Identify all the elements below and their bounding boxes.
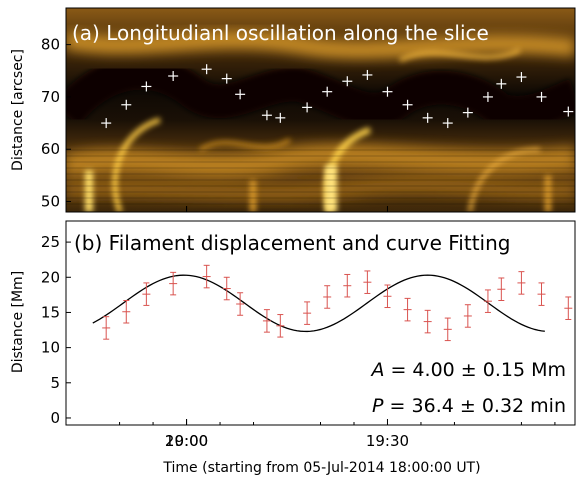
panel-b-y-tick-label: 10: [41, 339, 60, 357]
x-tick-label: 20:00: [165, 432, 208, 450]
marker-plus: [402, 99, 413, 110]
panel-a-markers: [101, 64, 574, 129]
marker-plus: [563, 106, 574, 117]
data-point: [463, 304, 472, 328]
panel-b-y-tick-label: 15: [41, 303, 60, 321]
panel-a-frame: [65, 7, 576, 213]
panel-a-y-tick-label: 70: [41, 88, 60, 106]
data-point: [142, 282, 151, 306]
data-point: [276, 314, 285, 338]
x-axis-label: Time (starting from 05-Jul-2014 18:00:00…: [162, 460, 480, 476]
data-point: [236, 292, 245, 316]
marker-plus: [322, 86, 333, 97]
data-point: [122, 299, 131, 324]
data-point: [343, 273, 352, 298]
data-point: [383, 284, 392, 309]
marker-plus: [141, 81, 152, 92]
panel-b-points: [102, 264, 573, 342]
marker-plus: [516, 72, 527, 83]
marker-plus: [362, 69, 373, 80]
data-point: [363, 270, 372, 294]
data-point: [497, 277, 506, 301]
marker-plus: [121, 99, 132, 110]
panel-b-y-tick-label: 0: [50, 409, 60, 427]
panel-a-image: [66, 8, 575, 212]
marker-plus: [235, 89, 246, 100]
data-point: [303, 301, 312, 325]
marker-plus: [382, 86, 393, 97]
marker-plus: [496, 78, 507, 89]
panel-a-y-ticks: 50 60 70 80: [41, 36, 71, 211]
data-point: [262, 309, 271, 333]
data-point: [102, 316, 111, 340]
x-tick-label: 19:30: [366, 432, 409, 450]
marker-plus: [101, 118, 112, 129]
marker-plus: [342, 76, 353, 87]
marker-plus: [462, 107, 473, 118]
marker-plus: [168, 71, 179, 81]
data-point: [483, 289, 492, 313]
marker-plus: [275, 112, 286, 123]
filament-lane: [66, 55, 575, 130]
panel-b-y-label: Distance [Mm]: [10, 271, 26, 373]
data-point: [222, 276, 231, 301]
panel-a-y-tick-label: 80: [41, 36, 60, 54]
panel-a-y-label: Distance [arcsec]: [10, 49, 26, 171]
panel-b-y-tick-label: 20: [41, 268, 60, 286]
amplitude-annotation: A = 4.00 ± 0.15 Mm: [369, 359, 566, 381]
panel-a: (a) Longitudianl oscillation along the s…: [10, 7, 576, 213]
data-point: [564, 296, 573, 320]
marker-plus: [442, 118, 453, 129]
panel-b-frame: [65, 220, 576, 426]
marker-plus: [201, 64, 212, 75]
data-point: [517, 271, 526, 295]
data-point: [537, 282, 546, 306]
panel-b-y-ticks: 0 5 10 15 20 25: [41, 233, 71, 427]
marker-plus: [482, 91, 493, 102]
panel-a-title: (a) Longitudianl oscillation along the s…: [72, 21, 489, 45]
period-annotation: P = 36.4 ± 0.32 min: [372, 395, 566, 417]
panel-b-y-tick-label: 5: [50, 374, 60, 392]
data-point: [403, 297, 412, 322]
panel-b: (b) Filament displacement and curve Fitt…: [10, 206, 576, 476]
panel-b-y-tick-label: 25: [41, 233, 60, 251]
data-point: [423, 309, 432, 334]
data-point: [323, 285, 332, 309]
data-point: [443, 317, 452, 342]
panel-a-y-tick-label: 50: [41, 193, 60, 211]
fit-curve: [92, 274, 545, 333]
x-tick-label: 19:00: [165, 432, 208, 450]
panel-b-title: (b) Filament displacement and curve Fitt…: [74, 231, 510, 255]
data-point: [169, 271, 178, 296]
marker-plus: [261, 110, 272, 121]
marker-plus: [536, 91, 547, 102]
data-point: [202, 264, 211, 289]
marker-plus: [221, 73, 232, 84]
panel-a-y-tick-label: 60: [41, 140, 60, 158]
marker-plus: [422, 112, 433, 123]
marker-plus: [302, 102, 313, 113]
